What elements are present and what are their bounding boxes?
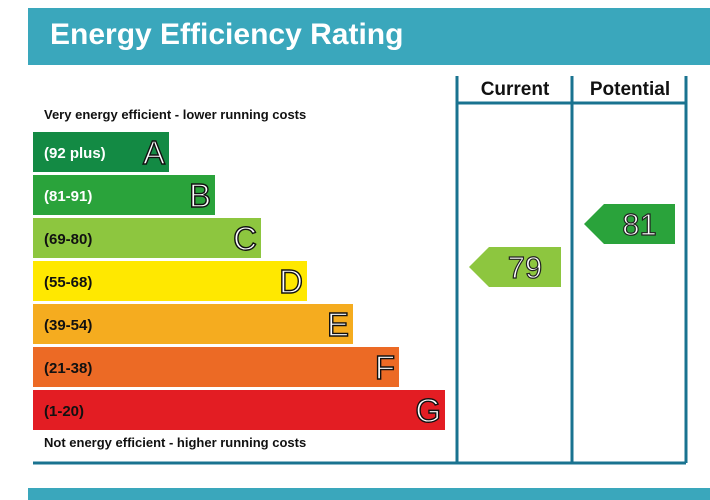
current-rating: 79 xyxy=(469,247,561,287)
band-g: (1-20) G xyxy=(33,390,445,430)
current-rating-value: 79 xyxy=(508,250,542,285)
band-g-range: (1-20) xyxy=(44,403,84,420)
rating-bands: (92 plus) A (81-91) B (69-80) C (55-68) D (39-54… xyxy=(33,132,445,430)
band-e: (39-54) E xyxy=(33,304,353,344)
band-f-bar xyxy=(33,347,399,387)
chart-frame xyxy=(33,76,688,465)
footer-band xyxy=(28,488,710,500)
band-c-bar xyxy=(33,218,261,258)
potential-rating-value: 81 xyxy=(622,207,656,242)
current-rating-arrow xyxy=(469,247,561,287)
band-d-range: (55-68) xyxy=(44,274,92,291)
bottom-note: Not energy efficient - higher running co… xyxy=(44,435,306,450)
band-a-letter: A xyxy=(143,134,165,171)
band-e-bar xyxy=(33,304,353,344)
potential-rating: 81 xyxy=(584,204,675,244)
title-banner xyxy=(28,8,710,65)
band-d-letter: D xyxy=(279,263,303,300)
band-e-letter: E xyxy=(327,306,349,343)
potential-rating-arrow xyxy=(584,204,675,244)
band-a-range: (92 plus) xyxy=(44,145,106,162)
column-header-potential: Potential xyxy=(590,79,670,100)
band-b-range: (81-91) xyxy=(44,188,92,205)
band-f-range: (21-38) xyxy=(44,360,92,377)
band-b-letter: B xyxy=(189,177,211,214)
top-note: Very energy efficient - lower running co… xyxy=(44,107,306,122)
column-header-current: Current xyxy=(481,79,550,100)
band-c: (69-80) C xyxy=(33,218,261,258)
band-g-bar xyxy=(33,390,445,430)
band-f: (21-38) F xyxy=(33,347,399,387)
band-b: (81-91) B xyxy=(33,175,215,215)
band-g-letter: G xyxy=(415,392,441,429)
band-c-letter: C xyxy=(233,220,257,257)
band-f-letter: F xyxy=(375,349,395,386)
band-b-bar xyxy=(33,175,215,215)
band-d: (55-68) D xyxy=(33,261,307,301)
band-e-range: (39-54) xyxy=(44,317,92,334)
band-c-range: (69-80) xyxy=(44,231,92,248)
band-a: (92 plus) A xyxy=(33,132,169,172)
rating-arrows: 79 81 xyxy=(469,204,675,287)
chart-title: Energy Efficiency Rating xyxy=(50,18,404,51)
band-d-bar xyxy=(33,261,307,301)
band-a-bar xyxy=(33,132,169,172)
